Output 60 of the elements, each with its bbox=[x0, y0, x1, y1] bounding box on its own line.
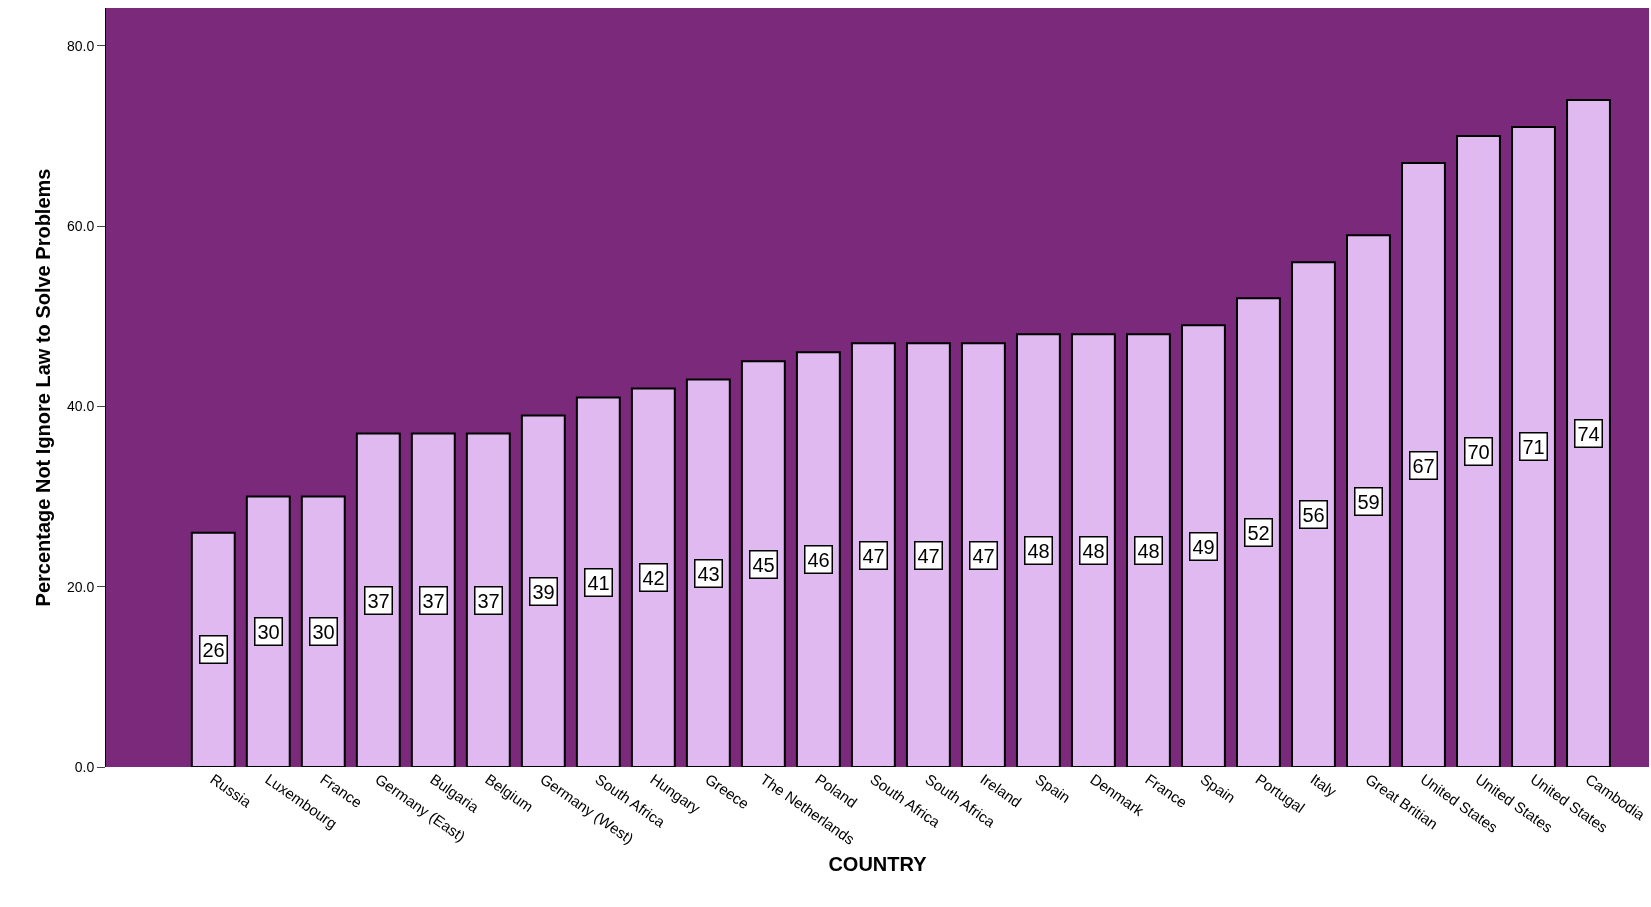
bar bbox=[410, 432, 456, 767]
bar bbox=[1290, 261, 1336, 767]
x-tick-label: Italy bbox=[1307, 770, 1341, 801]
data-label: 37 bbox=[477, 589, 500, 612]
bar bbox=[1235, 297, 1281, 767]
data-label: 37 bbox=[422, 589, 445, 612]
bar bbox=[300, 495, 346, 767]
bar bbox=[575, 396, 621, 767]
bar bbox=[1346, 234, 1391, 767]
bar bbox=[1180, 324, 1226, 767]
data-label: 39 bbox=[532, 580, 555, 603]
bar bbox=[1566, 98, 1611, 767]
bar bbox=[245, 495, 291, 767]
data-label: 43 bbox=[697, 562, 720, 585]
bar bbox=[1015, 333, 1061, 767]
data-label: 56 bbox=[1302, 503, 1325, 526]
data-label: 67 bbox=[1412, 454, 1435, 477]
y-tick-label: 40.0 bbox=[66, 398, 95, 415]
data-label: 71 bbox=[1522, 435, 1545, 458]
data-label: 74 bbox=[1577, 422, 1600, 445]
x-axis-title: COUNTRY bbox=[828, 853, 928, 876]
bar bbox=[850, 342, 896, 767]
data-label: 48 bbox=[1082, 539, 1105, 562]
data-label: 45 bbox=[752, 553, 775, 576]
bar bbox=[520, 414, 566, 767]
bar bbox=[795, 351, 841, 767]
data-label: 59 bbox=[1357, 490, 1380, 513]
bar bbox=[190, 531, 236, 767]
data-label: 47 bbox=[972, 544, 995, 567]
bar bbox=[355, 432, 401, 767]
data-label: 42 bbox=[642, 566, 665, 589]
bar bbox=[1070, 333, 1116, 767]
y-axis-title: Percentage Not Ignore Law to Solve Problems bbox=[32, 168, 55, 607]
data-label: 37 bbox=[367, 589, 390, 612]
data-label: 70 bbox=[1467, 440, 1490, 463]
bar bbox=[630, 387, 676, 767]
bar bbox=[1125, 333, 1171, 767]
y-tick-label: 80.0 bbox=[66, 37, 95, 54]
data-label: 47 bbox=[917, 544, 940, 567]
data-label: 49 bbox=[1192, 535, 1215, 558]
bar bbox=[960, 342, 1006, 767]
bar bbox=[1456, 135, 1501, 767]
data-label: 46 bbox=[807, 548, 830, 571]
data-label: 47 bbox=[862, 544, 885, 567]
bar bbox=[740, 360, 786, 767]
data-label: 48 bbox=[1137, 539, 1160, 562]
data-label: 30 bbox=[257, 620, 280, 643]
y-tick-label: 60.0 bbox=[66, 218, 95, 235]
bar bbox=[905, 342, 951, 767]
data-label: 26 bbox=[202, 638, 225, 661]
data-label: 52 bbox=[1247, 521, 1270, 544]
data-label: 30 bbox=[312, 620, 335, 643]
data-label: 48 bbox=[1027, 539, 1050, 562]
bar bbox=[1511, 125, 1556, 767]
y-tick-label: 0.0 bbox=[74, 758, 95, 775]
bar bbox=[685, 378, 731, 767]
bar bbox=[1401, 162, 1446, 767]
y-tick-label: 20.0 bbox=[66, 578, 95, 595]
bar bbox=[465, 432, 511, 767]
data-label: 41 bbox=[587, 571, 610, 594]
